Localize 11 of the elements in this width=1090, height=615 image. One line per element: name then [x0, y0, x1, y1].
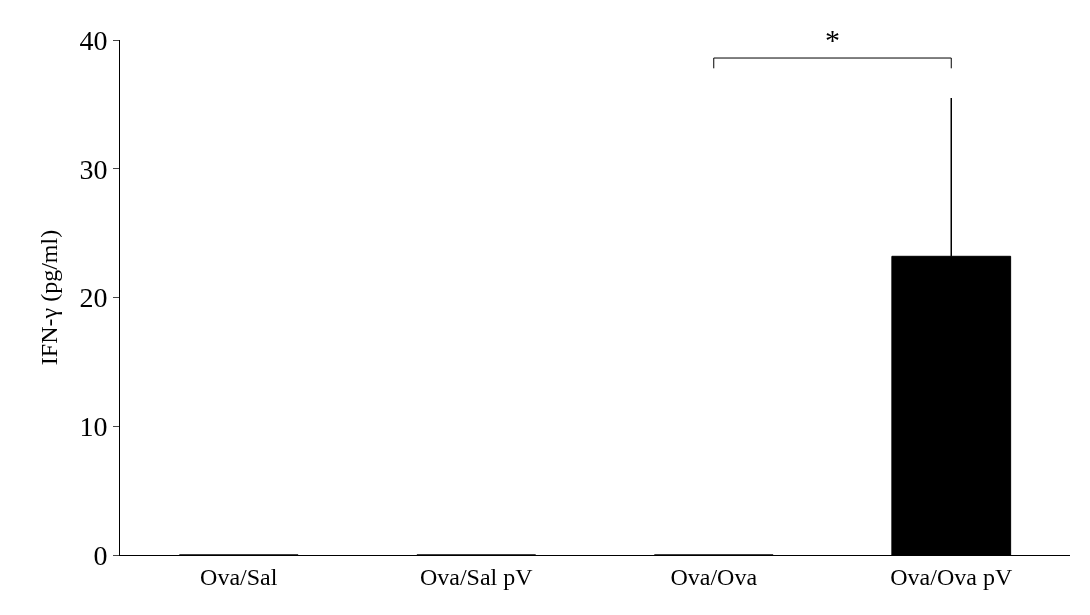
- y-tick-label: 30: [79, 153, 108, 185]
- annotation: *: [825, 23, 840, 56]
- x-tick-label: Ova/Sal: [200, 563, 278, 590]
- y-tick-label: 10: [79, 411, 108, 443]
- x-tick-label: Ova/Sal pV: [419, 563, 534, 590]
- x-tick-label: Ova/Ova: [670, 563, 758, 590]
- y-tick-label: 40: [79, 24, 108, 56]
- y-tick-label: 0: [93, 539, 108, 571]
- y-axis-title: IFN-γ (pg/ml): [35, 229, 62, 366]
- x-tick-label: Ova/Ova pV: [890, 563, 1013, 590]
- y-tick-label: 20: [79, 282, 108, 314]
